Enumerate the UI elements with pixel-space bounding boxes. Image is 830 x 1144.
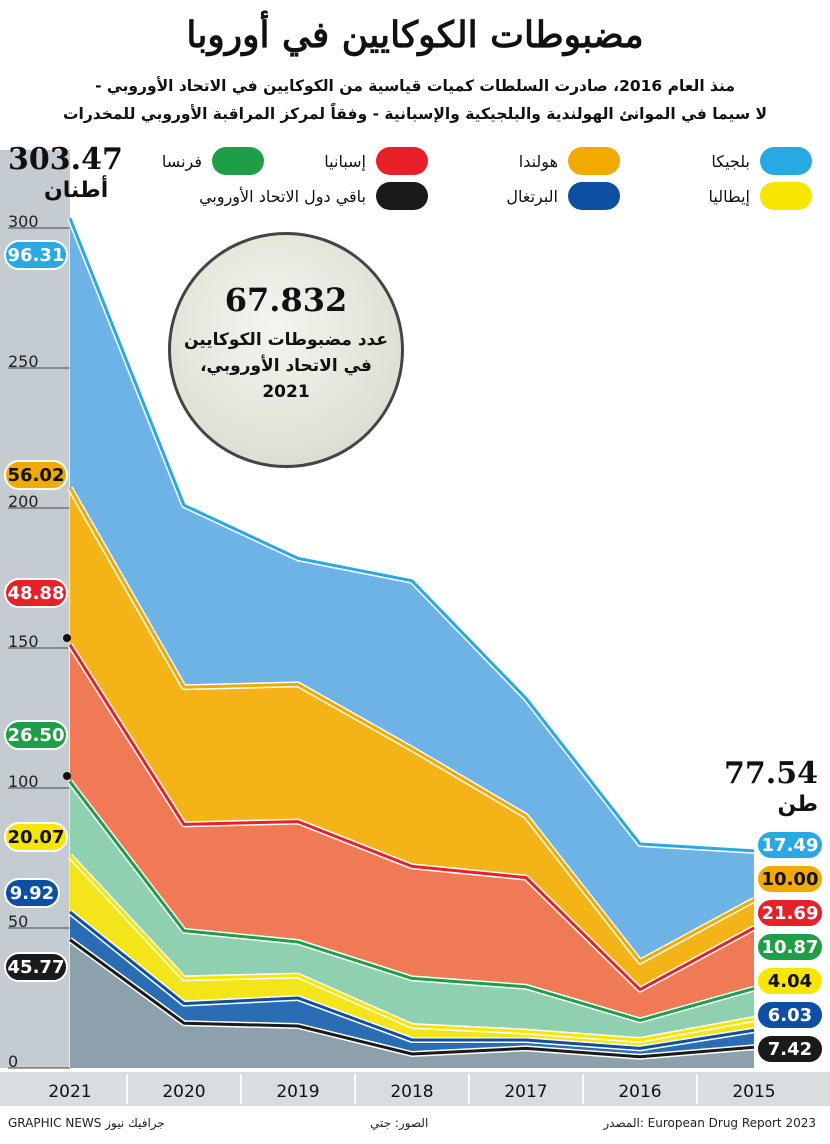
x-tick-2019: 2019 bbox=[276, 1082, 320, 1102]
area-portugal bbox=[70, 912, 754, 1057]
legend-label-portugal: البرتغال bbox=[506, 186, 558, 206]
label-2021-france: 26.50 bbox=[4, 720, 68, 750]
footer-credit: GRAPHIC NEWS جرافيك نيوز bbox=[8, 1116, 165, 1130]
total-2021-unit: أطنان bbox=[44, 178, 109, 203]
legend-swatch-rest bbox=[376, 182, 428, 210]
line-rest bbox=[69, 938, 755, 1059]
y-tick-50: 50 bbox=[8, 912, 29, 931]
x-tick-2021: 2021 bbox=[48, 1082, 92, 1102]
legend-italy: إيطاليا bbox=[709, 181, 812, 211]
callout-number: 67.832 bbox=[224, 281, 348, 319]
callout-line-3: 2021 bbox=[262, 382, 310, 402]
subtitle: منذ العام 2016، صادرت السلطات كميات قياس… bbox=[40, 72, 790, 128]
x-tick-2018: 2018 bbox=[390, 1082, 434, 1102]
legend-swatch-france bbox=[212, 147, 264, 175]
left-year-band bbox=[0, 150, 70, 1068]
line-portugal bbox=[69, 910, 755, 1050]
legend-label-france: فرنسا bbox=[161, 151, 202, 171]
legend-swatch-italy bbox=[760, 182, 812, 210]
footer-photos: الصور: جتي bbox=[370, 1116, 429, 1130]
legend-spain: إسبانيا bbox=[324, 146, 428, 176]
label-2021-rest: 45.77 bbox=[4, 952, 68, 982]
legend-label-belgium: بلجيكا bbox=[711, 151, 750, 171]
legend-portugal: البرتغال bbox=[506, 181, 620, 211]
area-spain bbox=[70, 644, 754, 1021]
subtitle-line-1: منذ العام 2016، صادرت السلطات كميات قياس… bbox=[95, 77, 735, 95]
line-netherlands bbox=[68, 487, 755, 964]
y-tick-100: 100 bbox=[8, 772, 39, 791]
label-2021-portugal: 9.92 bbox=[4, 878, 60, 908]
x-tick-2015: 2015 bbox=[732, 1082, 776, 1102]
x-tick-2020: 2020 bbox=[162, 1082, 206, 1102]
label-2015-france: 10.87 bbox=[756, 932, 824, 962]
legend-label-spain: إسبانيا bbox=[324, 151, 366, 171]
label-2015-portugal: 6.03 bbox=[756, 1000, 824, 1030]
legend-swatch-portugal bbox=[568, 182, 620, 210]
legend-swatch-netherlands bbox=[568, 147, 620, 175]
page-title: مضبوطات الكوكايين في أوروبا bbox=[186, 14, 644, 56]
legend-label-netherlands: هولندا bbox=[518, 151, 558, 171]
label-2015-netherlands: 10.00 bbox=[756, 864, 824, 894]
label-2021-italy: 20.07 bbox=[4, 822, 68, 852]
label-2015-spain: 21.69 bbox=[756, 898, 824, 928]
y-tick-200: 200 bbox=[8, 492, 39, 511]
legend-france: فرنسا bbox=[162, 146, 264, 176]
callout-text: عدد مضبوطات الكوكايين في الاتحاد الأوروب… bbox=[171, 327, 401, 405]
leader-dot-1 bbox=[63, 772, 71, 780]
y-tick-0: 0 bbox=[8, 1052, 19, 1071]
y-tick-250: 250 bbox=[8, 352, 39, 371]
line-belgium bbox=[68, 217, 755, 853]
x-tick-2016: 2016 bbox=[618, 1082, 662, 1102]
line-spain bbox=[68, 643, 755, 992]
label-2015-belgium: 17.49 bbox=[756, 830, 824, 860]
label-2021-belgium: 96.31 bbox=[4, 240, 68, 270]
leader-dot-0 bbox=[63, 634, 71, 642]
label-2021-netherlands: 56.02 bbox=[4, 460, 68, 490]
legend-label-italy: إيطاليا bbox=[708, 186, 750, 206]
label-2015-italy: 4.04 bbox=[756, 966, 824, 996]
legend-swatch-belgium bbox=[760, 147, 812, 175]
total-2021-value: 303.47 bbox=[8, 142, 123, 177]
x-axis-strip bbox=[0, 1072, 830, 1106]
total-2015-unit: طن bbox=[777, 792, 818, 817]
legend-belgium: بلجيكا bbox=[711, 146, 812, 176]
label-2021-spain: 48.88 bbox=[4, 578, 68, 608]
y-tick-300: 300 bbox=[8, 212, 39, 231]
x-tick-2017: 2017 bbox=[504, 1082, 548, 1102]
seizures-count-callout: 67.832 عدد مضبوطات الكوكايين في الاتحاد … bbox=[168, 232, 404, 468]
legend-label-rest: باقي دول الاتحاد الأوروبي bbox=[199, 186, 366, 206]
area-rest bbox=[70, 939, 754, 1068]
legend-rest: باقي دول الاتحاد الأوروبي bbox=[199, 181, 428, 211]
y-tick-150: 150 bbox=[8, 632, 39, 651]
callout-line-2: في الاتحاد الأوروبي، bbox=[200, 356, 372, 376]
label-2015-rest: 7.42 bbox=[756, 1034, 824, 1064]
subtitle-line-2: لا سيما في الموانئ الهولندية والبلجيكية … bbox=[62, 105, 768, 123]
callout-line-1: عدد مضبوطات الكوكايين bbox=[184, 330, 388, 350]
line-italy bbox=[68, 854, 755, 1042]
legend-swatch-spain bbox=[376, 147, 428, 175]
footer-source: المصدر: European Drug Report 2023 bbox=[603, 1116, 816, 1130]
legend-netherlands: هولندا bbox=[519, 146, 620, 176]
total-2015-value: 77.54 bbox=[724, 756, 818, 791]
line-france bbox=[68, 780, 755, 1022]
